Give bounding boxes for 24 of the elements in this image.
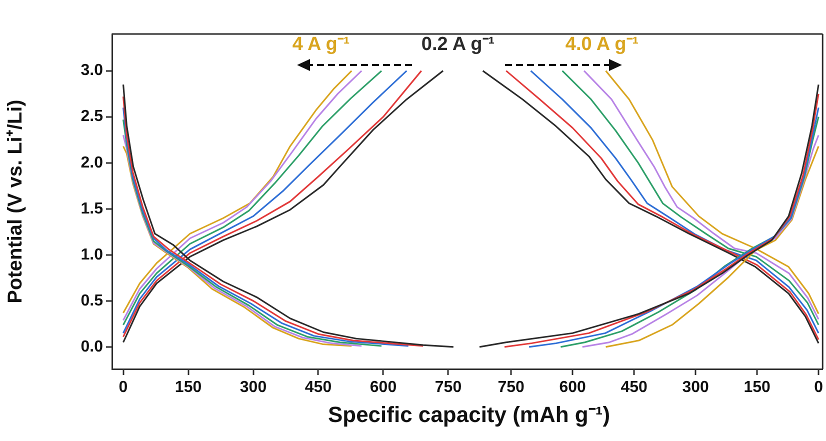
x-tick-label: 0 — [118, 379, 128, 396]
x-tick-label: 300 — [682, 379, 709, 396]
x-tick-label: 600 — [559, 379, 586, 396]
y-tick-label: 0.0 — [80, 338, 104, 356]
y-axis-title: Potential (V vs. Li⁺/Li) — [4, 100, 27, 304]
y-tick-label: 1.5 — [80, 200, 104, 218]
x-tick-label: 150 — [744, 379, 770, 396]
y-tick-label: 2.5 — [80, 108, 104, 126]
x-tick-label: 0 — [814, 379, 824, 396]
x-tick-label: 150 — [174, 379, 202, 396]
y-tick-label: 3.0 — [80, 62, 104, 80]
annotation: 4 A g⁻¹ — [292, 34, 350, 56]
x-tick-label: 600 — [370, 379, 397, 396]
x-tick-label: 300 — [240, 379, 267, 396]
x-tick-label: 450 — [304, 379, 332, 396]
y-tick-label: 0.5 — [80, 292, 104, 310]
annotation: 4.0 A g⁻¹ — [565, 34, 639, 56]
y-tick-label: 2.0 — [80, 154, 104, 172]
annotation: 0.2 A g⁻¹ — [421, 34, 495, 56]
y-tick-label: 1.0 — [80, 246, 104, 264]
x-tick-label: 750 — [434, 379, 462, 396]
x-axis-title: Specific capacity (mAh g⁻¹) — [326, 401, 612, 428]
x-tick-label: 450 — [620, 379, 648, 396]
x-tick-label: 750 — [498, 379, 525, 396]
